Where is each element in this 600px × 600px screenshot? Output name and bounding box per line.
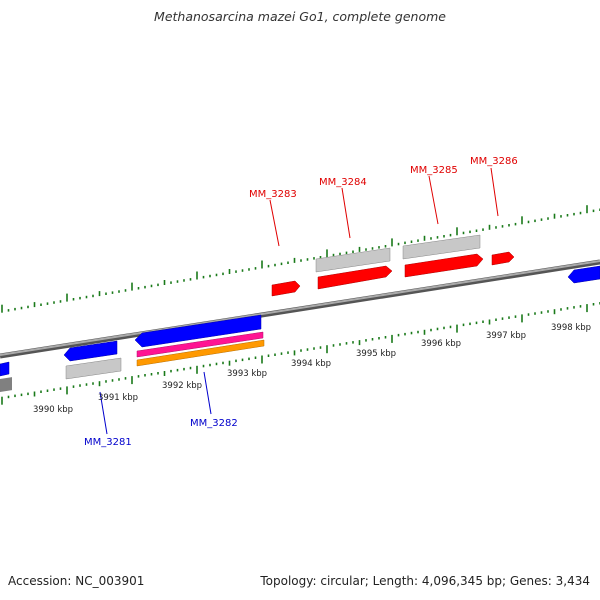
map-title: Methanosarcina mazei Go1, complete genom… bbox=[154, 9, 446, 24]
label-MM_3281: MM_3281 bbox=[84, 437, 132, 448]
gene-MM_3281[interactable] bbox=[63, 340, 118, 362]
label-MM_3286: MM_3286 bbox=[470, 156, 518, 167]
tick-row-upper bbox=[1, 205, 600, 313]
kbp-label-3996: 3996 kbp bbox=[421, 339, 461, 349]
gene-MM_3286[interactable] bbox=[491, 251, 515, 266]
label-MM_3282: MM_3282 bbox=[190, 418, 238, 429]
kbp-label-3990: 3990 kbp bbox=[33, 405, 73, 415]
kbp-label-3991: 3991 kbp bbox=[98, 393, 138, 403]
gene-MM_3284[interactable] bbox=[317, 265, 393, 290]
gene-partial-left[interactable] bbox=[0, 361, 10, 377]
kbp-label-3992: 3992 kbp bbox=[162, 381, 202, 391]
gene-MM_3282-orange-feature[interactable] bbox=[136, 339, 265, 367]
kbp-label-3997: 3997 kbp bbox=[486, 331, 526, 341]
gene-MM_3281-homolog[interactable] bbox=[65, 357, 122, 380]
gene-MM_3285[interactable] bbox=[404, 253, 484, 278]
kbp-label-3993: 3993 kbp bbox=[227, 369, 267, 379]
kbp-scale-labels: 3990 kbp 3991 kbp 3992 kbp 3993 kbp 3994… bbox=[33, 323, 591, 415]
partial-feature-left bbox=[0, 377, 12, 392]
reverse-genes bbox=[0, 265, 600, 380]
tick-row-lower bbox=[1, 302, 600, 405]
label-MM_3285: MM_3285 bbox=[410, 165, 458, 176]
forward-genes bbox=[271, 234, 515, 297]
gene-MM_3285-homolog[interactable] bbox=[402, 234, 481, 260]
gene-labels: MM_3281 MM_3282 MM_3283 MM_3284 MM_3285 … bbox=[84, 156, 518, 448]
topology-text: Topology: circular; Length: 4,096,345 bp… bbox=[260, 574, 590, 588]
gene-MM_3283[interactable] bbox=[271, 280, 301, 297]
kbp-label-3995: 3995 kbp bbox=[356, 349, 396, 359]
gene-partial-right[interactable] bbox=[567, 265, 600, 284]
gene-MM_3284-homolog[interactable] bbox=[315, 247, 391, 273]
kbp-label-3998: 3998 kbp bbox=[551, 323, 591, 333]
gene-MM_3282[interactable] bbox=[134, 314, 262, 348]
kbp-label-3994: 3994 kbp bbox=[291, 359, 331, 369]
label-MM_3284: MM_3284 bbox=[319, 177, 367, 188]
label-MM_3283: MM_3283 bbox=[249, 189, 297, 200]
accession-text: Accession: NC_003901 bbox=[8, 574, 145, 588]
genome-backbone bbox=[0, 259, 600, 359]
gene-MM_3282-pink-feature[interactable] bbox=[136, 331, 264, 358]
